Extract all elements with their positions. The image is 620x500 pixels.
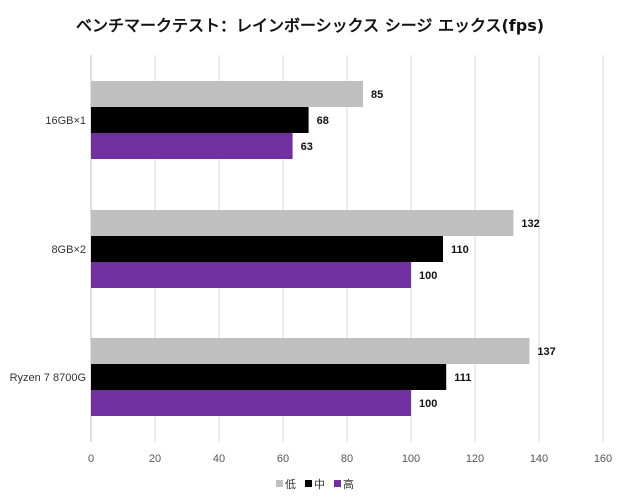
- legend-label-低: 低: [285, 478, 296, 491]
- category-label: 16GB×1: [45, 115, 86, 127]
- legend-swatch-低: [276, 480, 283, 487]
- bars-layer: [91, 81, 530, 416]
- data-label: 100: [419, 398, 437, 410]
- data-label: 111: [454, 372, 471, 384]
- x-tick-label-160: 160: [594, 453, 612, 465]
- data-label: 110: [451, 244, 469, 256]
- data-label: 137: [537, 346, 555, 358]
- bar-高-0: [91, 133, 293, 159]
- data-label: 63: [301, 141, 313, 153]
- data-label: 85: [371, 89, 383, 101]
- x-tick-label-100: 100: [402, 453, 420, 465]
- legend-swatch-高: [334, 480, 341, 487]
- bar-中-1: [91, 236, 443, 262]
- x-tick-label-40: 40: [213, 453, 225, 465]
- legend-label-高: 高: [343, 477, 354, 491]
- legend-swatch-中: [305, 480, 312, 487]
- labels-layer: 0 20 40 60 80 100 120 140 160 16GB×1 85 68 63 8GB×2 13…: [10, 89, 613, 465]
- bar-低-2: [91, 338, 530, 364]
- x-tick-label-140: 140: [530, 453, 548, 465]
- bar-中-2: [91, 364, 447, 390]
- bar-高-1: [91, 262, 411, 288]
- bar-中-0: [91, 107, 309, 133]
- category-label: Ryzen 7 8700G: [10, 372, 86, 384]
- legend: 低中高: [276, 477, 354, 491]
- x-tick-label-60: 60: [277, 453, 289, 465]
- x-tick-label-0: 0: [88, 453, 94, 465]
- category-label: 8GB×2: [51, 244, 86, 256]
- legend-label-中: 中: [314, 478, 325, 491]
- bar-高-2: [91, 390, 411, 416]
- bar-低-1: [91, 210, 514, 236]
- data-label: 100: [419, 270, 437, 282]
- chart-title: ベンチマークテスト：レインボーシックス シージ エックス(fps): [76, 16, 544, 35]
- x-tick-label-120: 120: [466, 453, 484, 465]
- x-tick-label-80: 80: [341, 453, 353, 465]
- bar-低-0: [91, 81, 363, 107]
- data-label: 132: [521, 218, 539, 230]
- x-tick-label-20: 20: [149, 453, 161, 465]
- data-label: 68: [317, 115, 329, 127]
